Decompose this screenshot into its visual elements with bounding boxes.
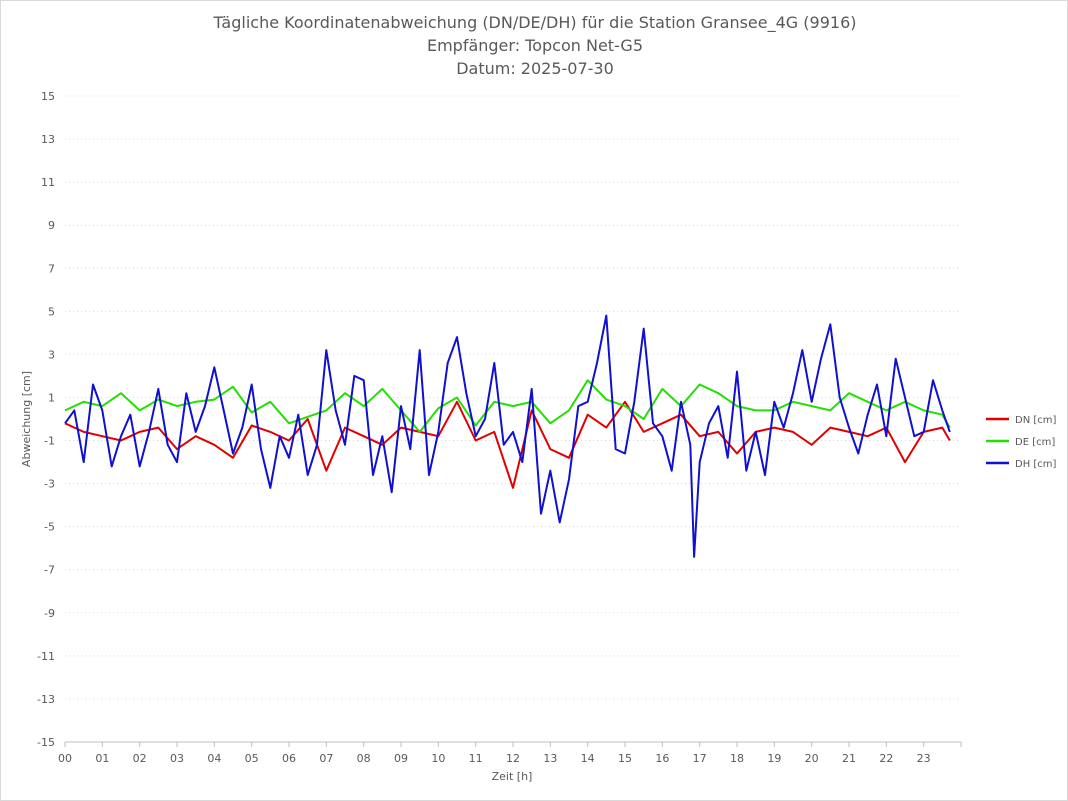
y-tick-label: -9 (44, 607, 55, 620)
x-tick-label: 01 (95, 752, 109, 765)
y-tick-label: -15 (37, 736, 55, 749)
chart-subtitle: Empfänger: Topcon Net-G5 (426, 36, 644, 55)
chart-date: Datum: 2025-07-30 (456, 59, 614, 78)
y-tick-label: -3 (44, 478, 55, 491)
chart-title: Tägliche Koordinatenabweichung (DN/DE/DH… (213, 13, 857, 32)
x-tick-label: 19 (767, 752, 781, 765)
y-tick-label: -5 (44, 521, 55, 534)
x-tick-label: 04 (207, 752, 221, 765)
y-tick-label: 15 (41, 90, 55, 103)
x-tick-label: 08 (357, 752, 371, 765)
x-tick-label: 12 (506, 752, 520, 765)
x-tick-label: 15 (618, 752, 632, 765)
x-tick-label: 00 (58, 752, 72, 765)
y-tick-label: 11 (41, 176, 55, 189)
y-tick-label: 7 (48, 262, 55, 275)
series-line-de (64, 379, 951, 433)
x-tick-label: 05 (245, 752, 259, 765)
x-tick-label: 20 (805, 752, 819, 765)
x-tick-label: 10 (431, 752, 445, 765)
x-tick-label: 03 (170, 752, 184, 765)
y-tick-label: 9 (48, 219, 55, 232)
x-tick-label: 23 (917, 752, 931, 765)
y-tick-label: -1 (44, 435, 55, 448)
x-tick-label: 14 (581, 752, 595, 765)
y-tick-label: 5 (48, 305, 55, 318)
series-line-dn (64, 400, 951, 489)
x-axis-label: Zeit [h] (492, 770, 533, 783)
series-line-dh (64, 314, 951, 558)
x-tick-label: 13 (543, 752, 557, 765)
x-tick-label: 18 (730, 752, 744, 765)
x-tick-label: 21 (842, 752, 856, 765)
y-tick-label: -11 (37, 650, 55, 663)
x-tick-label: 07 (319, 752, 333, 765)
legend-label: DN [cm] (1015, 415, 1057, 426)
y-tick-label: -13 (37, 693, 55, 706)
x-tick-label: 11 (469, 752, 483, 765)
x-tick-label: 09 (394, 752, 408, 765)
x-tick-label: 22 (879, 752, 893, 765)
legend-label: DH [cm] (1015, 459, 1057, 470)
y-tick-label: 3 (48, 348, 55, 361)
y-tick-label: 1 (48, 391, 55, 404)
y-axis-label: Abweichung [cm] (20, 371, 33, 467)
legend-label: DE [cm] (1015, 437, 1055, 448)
x-tick-label: 06 (282, 752, 296, 765)
x-tick-label: 17 (693, 752, 707, 765)
y-tick-label: -7 (44, 564, 55, 577)
x-tick-label: 02 (133, 752, 147, 765)
y-tick-label: 13 (41, 133, 55, 146)
x-tick-label: 16 (655, 752, 669, 765)
